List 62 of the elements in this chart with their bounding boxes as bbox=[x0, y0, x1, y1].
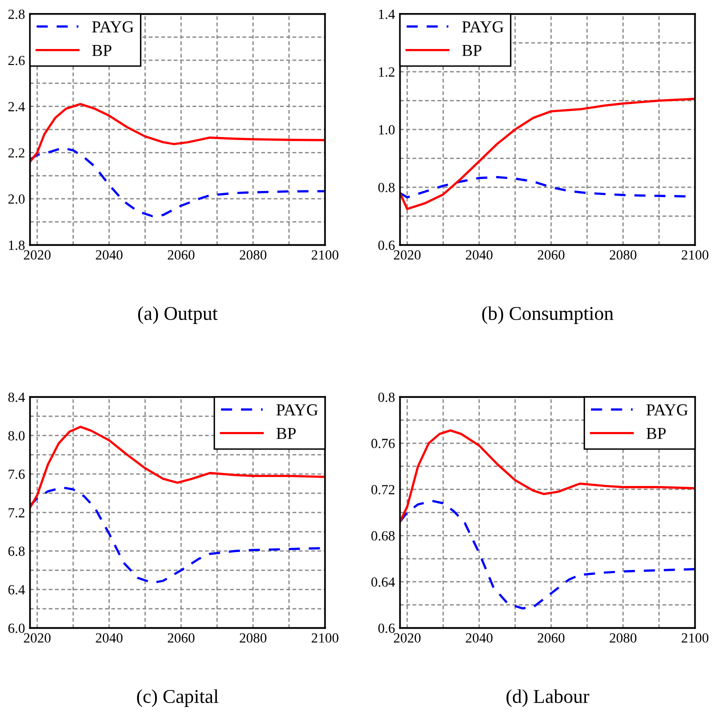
y-tick-label: 6.4 bbox=[8, 585, 25, 595]
x-tick-label: 2100 bbox=[682, 633, 708, 643]
line-series bbox=[30, 146, 325, 218]
legend-label: PAYG bbox=[92, 21, 134, 32]
y-tick-label: 0.68 bbox=[371, 531, 395, 541]
x-tick-label: 2080 bbox=[610, 633, 636, 643]
y-tick-label: 0.8 bbox=[378, 392, 395, 402]
x-tick-label: 2100 bbox=[312, 250, 338, 260]
x-tick-label: 2040 bbox=[466, 250, 493, 260]
line-series bbox=[400, 429, 695, 523]
x-tick-label: 2100 bbox=[312, 633, 338, 643]
legend-label: PAYG bbox=[646, 404, 688, 416]
y-tick-label: 1.4 bbox=[379, 10, 395, 20]
x-tick-label: 2060 bbox=[538, 633, 564, 643]
text: (d) Labour bbox=[506, 689, 590, 707]
y-tick-label: 6.8 bbox=[8, 546, 25, 556]
legend-label: PAYG bbox=[276, 404, 318, 416]
x-tick-label: 2060 bbox=[168, 633, 194, 643]
y-tick-label: 2.0 bbox=[8, 194, 25, 204]
x-tick-label: 2060 bbox=[538, 250, 564, 260]
y-tick-label: 2.2 bbox=[8, 148, 24, 158]
y-tick-label: 0.76 bbox=[371, 438, 395, 448]
y-tick-label: 1.2 bbox=[379, 67, 394, 77]
y-tick-label: 7.2 bbox=[8, 508, 24, 518]
x-tick-label: 2040 bbox=[96, 250, 123, 260]
line-series bbox=[400, 500, 695, 610]
x-tick-label: 2060 bbox=[168, 250, 194, 260]
y-tick-label: 8.0 bbox=[8, 431, 25, 441]
x-tick-label: 2080 bbox=[240, 250, 266, 260]
y-tick-label: 0.8 bbox=[378, 182, 395, 192]
x-tick-label: 2040 bbox=[96, 633, 123, 643]
y-tick-label: 0.6 bbox=[378, 624, 395, 634]
y-tick-label: 2.6 bbox=[8, 56, 25, 66]
y-tick-label: 0.64 bbox=[371, 577, 395, 587]
x-tick-label: 2020 bbox=[24, 633, 51, 643]
x-tick-label: 2020 bbox=[394, 250, 421, 260]
line-series bbox=[400, 98, 695, 210]
y-tick-label: 8.4 bbox=[8, 392, 25, 402]
x-tick-label: 2040 bbox=[466, 633, 493, 643]
x-tick-label: 2100 bbox=[682, 250, 708, 260]
line-series bbox=[30, 102, 325, 163]
legend-label: BP bbox=[276, 428, 296, 439]
y-tick-label: 0.6 bbox=[378, 240, 395, 250]
legend-label: PAYG bbox=[462, 21, 504, 32]
y-tick-label: 6.0 bbox=[8, 624, 25, 634]
y-tick-label: 1.0 bbox=[379, 125, 395, 135]
y-tick-label: 0.72 bbox=[371, 484, 394, 494]
y-tick-label: 1.8 bbox=[9, 240, 25, 250]
text: (c) Capital bbox=[137, 689, 218, 707]
text: (a) Output bbox=[138, 306, 218, 324]
legend-label: BP bbox=[462, 44, 482, 56]
x-tick-label: 2080 bbox=[610, 250, 636, 260]
x-tick-label: 2020 bbox=[24, 250, 51, 260]
x-tick-label: 2020 bbox=[394, 633, 421, 643]
line-series bbox=[30, 426, 325, 509]
y-tick-label: 7.6 bbox=[8, 470, 25, 480]
legend-label: BP bbox=[92, 44, 112, 56]
text: (b) Consumption bbox=[482, 306, 614, 324]
legend-label: BP bbox=[646, 428, 666, 439]
x-tick-label: 2080 bbox=[240, 633, 266, 643]
y-tick-label: 2.8 bbox=[8, 10, 25, 20]
y-tick-label: 2.4 bbox=[8, 102, 25, 112]
